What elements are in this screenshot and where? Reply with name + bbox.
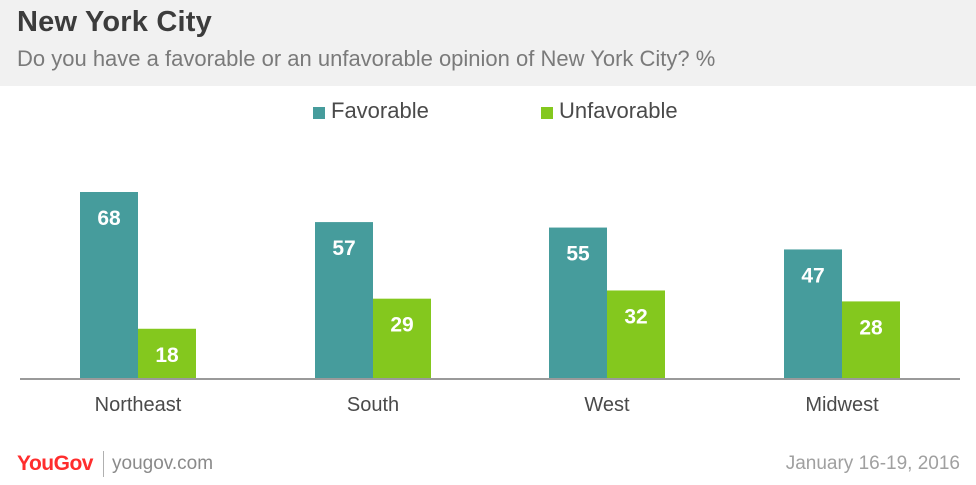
chart-header: New York City Do you have a favorable or… [0,0,976,86]
data-label-south-unfavorable: 29 [390,314,413,337]
data-label-south-favorable: 57 [332,237,355,260]
chart-title: New York City [17,6,212,38]
bar-west-favorable [549,227,607,378]
legend-label-0: Favorable [331,98,429,123]
bar-northeast-favorable [80,192,138,378]
category-label-midwest: Midwest [805,394,879,416]
footer-separator [103,451,104,477]
bar-west-unfavorable [607,290,665,378]
bar-south-unfavorable [373,298,431,378]
data-label-midwest-unfavorable: 28 [859,316,883,339]
chart-subtitle: Do you have a favorable or an unfavorabl… [17,46,716,71]
data-label-west-unfavorable: 32 [624,305,647,328]
bar-midwest-unfavorable [842,301,900,378]
data-label-northeast-favorable: 68 [97,207,121,230]
bar-midwest-favorable [784,249,842,378]
data-label-northeast-unfavorable: 18 [155,344,179,367]
category-label-west: West [584,394,630,416]
bar-south-favorable [315,222,373,378]
footer-date: January 16-19, 2016 [785,453,960,474]
legend-swatch-1 [541,107,553,119]
legend-label-1: Unfavorable [559,98,678,123]
yougov-logo: YouGov [17,452,93,475]
category-label-south: South [347,394,399,416]
bar-northeast-unfavorable [138,328,196,378]
data-label-midwest-favorable: 47 [801,264,824,287]
data-label-west-favorable: 55 [566,243,590,266]
legend-swatch-0 [313,107,325,119]
bar-chart: Favorable Unfavorable 68 18 Northeast 57 29 Sou… [20,98,960,416]
category-label-northeast: Northeast [95,394,182,416]
footer-url: yougov.com [112,453,214,474]
